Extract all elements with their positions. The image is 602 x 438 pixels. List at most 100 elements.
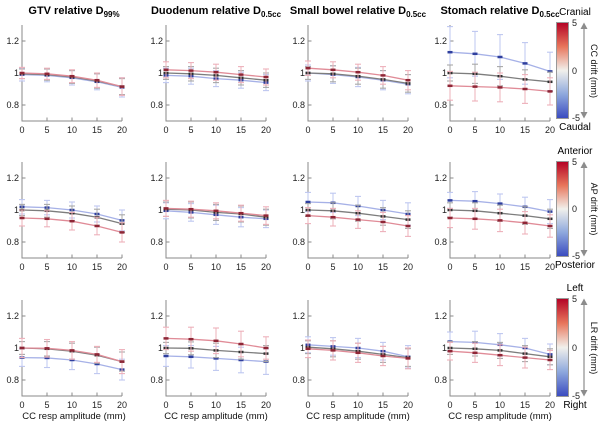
title-subscript: 0.5cc <box>406 10 427 20</box>
colorbar-ap-drift: Anterior 5 0 -5 AP drift (mm) Posterior <box>548 145 602 272</box>
x-tick-label: 20 <box>117 262 127 272</box>
chart-lr-duodenum: 0.8 1 1.2 0 5 10 15 20 <box>150 300 271 410</box>
colorbar-tick-zero: 0 <box>572 342 578 353</box>
x-tick-label: 20 <box>117 125 127 135</box>
colorbar-tick-zero: 0 <box>572 65 578 76</box>
chart-ap-gtv: 0.8 1 1.2 0 5 10 15 20 <box>6 162 127 272</box>
y-tick-label: 1.2 <box>434 311 447 321</box>
y-tick-label: 1 <box>158 205 163 215</box>
column-title-duodenum: Duodenum relative D0.5cc <box>131 5 301 19</box>
x-tick-label: 10 <box>67 262 77 272</box>
x-tick-label: 0 <box>163 400 168 410</box>
colorbar-bottom-label: Right <box>563 400 587 411</box>
x-axis-label: CC resp amplitude (mm) <box>164 411 268 422</box>
x-tick-label: 5 <box>188 125 193 135</box>
x-tick-label: 5 <box>330 125 335 135</box>
y-tick-label: 1 <box>158 68 163 78</box>
y-tick-label: 1 <box>300 343 305 353</box>
title-subscript: 0.5cc <box>539 10 560 20</box>
series-plus5 <box>19 209 125 243</box>
x-tick-label: 10 <box>495 400 505 410</box>
chart-ap-small-bowel: 0.8 1 1.2 0 5 10 15 20 <box>292 162 413 272</box>
colorbar-cc-drift: Cranial 5 0 -5 CC drift (mm) Caudal <box>548 6 602 134</box>
y-tick-label: 1 <box>14 68 19 78</box>
x-tick-label: 20 <box>261 125 271 135</box>
x-tick-label: 15 <box>378 400 388 410</box>
series-plus5 <box>447 207 553 238</box>
x-tick-label: 5 <box>330 400 335 410</box>
y-tick-label: 0.8 <box>150 100 163 110</box>
colorbar-tick-zero: 0 <box>572 204 578 214</box>
x-tick-label: 15 <box>378 262 388 272</box>
y-tick-label: 1.2 <box>150 173 163 183</box>
title-subscript: 0.5cc <box>261 10 282 20</box>
chart-ap-duodenum: 0.8 1 1.2 0 5 10 15 20 <box>150 162 271 272</box>
x-tick-label: 5 <box>188 400 193 410</box>
colorbar-tick-max: 5 <box>572 18 578 28</box>
y-tick-label: 0.8 <box>434 237 447 247</box>
y-tick-label: 1 <box>442 68 447 78</box>
x-tick-label: 10 <box>353 125 363 135</box>
x-tick-label: 10 <box>67 125 77 135</box>
title-text: GTV relative D <box>28 5 104 17</box>
x-tick-label: 0 <box>19 400 24 410</box>
colorbar-tick-min: -5 <box>572 391 581 401</box>
y-tick-label: 1.2 <box>6 173 19 183</box>
colorbar-gradient <box>556 22 569 119</box>
y-tick-label: 1 <box>300 205 305 215</box>
x-tick-label: 10 <box>211 125 221 135</box>
x-tick-label: 20 <box>545 125 555 135</box>
x-tick-label: 0 <box>19 262 24 272</box>
colorbar-bottom-label: Caudal <box>559 122 591 133</box>
y-tick-label: 0.8 <box>292 375 305 385</box>
title-text: Stomach relative D <box>440 5 540 17</box>
column-title-small-bowel: Small bowel relative D0.5cc <box>273 5 443 19</box>
x-tick-label: 0 <box>447 400 452 410</box>
series-plus5 <box>19 337 125 375</box>
x-tick-label: 20 <box>117 400 127 410</box>
chart-cc-duodenum: 0.8 1 1.2 0 5 10 15 20 <box>150 25 271 135</box>
x-tick-label: 15 <box>520 125 530 135</box>
colorbar-axis-label: CC drift (mm) <box>589 43 599 98</box>
x-tick-label: 5 <box>472 262 477 272</box>
x-tick-label: 20 <box>545 262 555 272</box>
x-tick-label: 15 <box>236 125 246 135</box>
axes: 0.8 1 1.2 0 5 10 15 20 <box>150 162 271 272</box>
series-plus5 <box>447 70 553 106</box>
y-tick-label: 1 <box>442 205 447 215</box>
x-tick-label: 5 <box>44 400 49 410</box>
colorbar-top-label: Left <box>566 283 584 294</box>
x-tick-label: 15 <box>236 400 246 410</box>
colorbar-bottom-label: Posterior <box>554 260 595 271</box>
series-plus5 <box>447 341 553 371</box>
title-text: Small bowel relative D <box>289 5 407 17</box>
chart-ap-stomach: 0.8 1 1.2 0 5 10 15 20 <box>434 162 555 272</box>
colorbar-tick-max: 5 <box>572 157 578 167</box>
colorbar-axis-label: AP drift (mm) <box>589 182 599 236</box>
x-tick-label: 20 <box>403 262 413 272</box>
y-tick-label: 1 <box>14 343 19 353</box>
y-tick-label: 1.2 <box>292 36 305 46</box>
title-subscript: 99% <box>103 10 120 20</box>
axes: 0.8 1 1.2 0 5 10 15 20 <box>292 162 413 272</box>
y-tick-label: 1.2 <box>434 173 447 183</box>
series-plus5 <box>19 66 125 96</box>
axes: 0.8 1 1.2 0 5 10 15 20 <box>292 25 413 135</box>
y-tick-label: 0.8 <box>150 237 163 247</box>
axes: 0.8 1 1.2 0 5 10 15 20 <box>6 25 127 135</box>
x-tick-label: 10 <box>495 125 505 135</box>
x-tick-label: 20 <box>261 400 271 410</box>
x-tick-label: 0 <box>305 125 310 135</box>
x-tick-label: 10 <box>211 262 221 272</box>
double-arrow-icon <box>580 161 588 257</box>
axes: 0.8 1 1.2 0 5 10 15 20 <box>150 300 271 410</box>
axes: 0.8 1 1.2 0 5 10 15 20 <box>6 162 127 272</box>
x-tick-label: 20 <box>403 125 413 135</box>
colorbar-tick-max: 5 <box>572 294 578 304</box>
series-plus5 <box>163 199 269 225</box>
colorbar-top-label: Cranial <box>559 7 591 18</box>
y-tick-label: 1.2 <box>292 311 305 321</box>
x-tick-label: 10 <box>211 400 221 410</box>
y-tick-label: 0.8 <box>292 237 305 247</box>
